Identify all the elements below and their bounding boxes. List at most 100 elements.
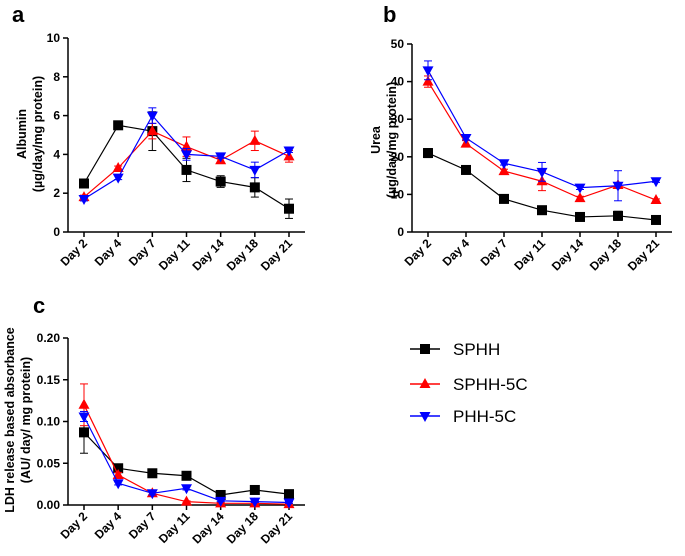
y-tick-label: 8 [53,70,60,84]
legend-label: SPHH [453,340,500,359]
y-tick-label: 30 [391,112,405,126]
data-point [461,164,471,175]
data-point [613,210,623,221]
data-point [112,173,124,184]
legend-marker [420,344,430,354]
data-point [498,159,510,170]
data-point [422,75,434,86]
data-point [249,134,261,145]
data-point [78,412,90,423]
x-tick-label: Day 4 [92,236,125,269]
x-tick-label: Day 18 [224,236,261,273]
y-axis-label: LDH release based absorbance [3,327,17,513]
data-point [249,165,261,176]
data-point [147,468,158,479]
y-tick-label: 0.00 [37,498,61,512]
data-point [460,134,472,144]
data-point [79,178,89,189]
x-tick-label: Day 14 [549,236,586,273]
data-point [536,167,548,178]
data-point [650,177,662,188]
data-point [78,195,90,206]
data-point [575,211,585,222]
data-point [215,152,227,163]
data-point [112,468,124,479]
data-point [181,470,192,481]
y-tick-label: 0 [397,225,404,239]
data-point [650,194,662,205]
series-phh-5c [422,60,662,202]
x-tick-label: Day 11 [511,236,548,273]
panel-letter: a [12,2,25,27]
x-tick-label: Day 21 [258,509,295,546]
data-point [283,498,295,509]
data-point [78,398,90,409]
x-tick-label: Day 11 [156,236,193,273]
data-point [146,111,158,122]
y-axis-label: (AU/ day/ mg protein) [19,357,33,483]
data-point [423,148,433,159]
series-sphh [423,148,661,225]
x-tick-label: Day 14 [190,509,227,546]
y-tick-label: 0.05 [37,456,61,470]
data-point [422,66,434,77]
data-point [249,497,261,508]
data-point [284,489,294,500]
data-point [112,479,124,490]
data-point [651,214,661,225]
data-point [112,161,124,172]
x-tick-label: Day 7 [478,236,511,269]
panel-letter: c [33,293,45,318]
panel-letter: b [383,2,396,27]
data-point [249,484,260,495]
x-tick-label: Day 18 [587,236,624,273]
data-point [113,463,124,474]
data-point [215,176,226,187]
y-tick-label: 2 [53,186,60,200]
data-point [574,192,586,203]
x-tick-label: Day 7 [126,509,159,542]
data-point [283,146,295,157]
y-axis-label: (µg/day/mg protein) [385,82,399,198]
y-axis-label: Urea [369,125,383,154]
data-point [146,489,158,500]
data-point [574,183,586,194]
legend-marker [419,378,431,388]
y-tick-label: 0 [53,225,60,239]
y-axis-label: (µg/day/mg protein) [31,76,45,192]
y-tick-label: 6 [53,109,60,123]
y-tick-label: 10 [391,187,405,201]
y-tick-label: 50 [391,37,405,51]
data-point [181,484,192,495]
series-sphh [79,410,294,500]
data-point [215,496,227,507]
data-point [498,165,510,176]
y-tick-label: 40 [391,75,405,89]
series-sphh [79,111,294,219]
x-tick-label: Day 2 [58,236,91,269]
y-axis-label: Albumin [15,109,29,159]
data-point [284,203,294,214]
x-tick-label: Day 7 [126,236,159,269]
y-tick-label: 10 [47,31,61,45]
data-point [79,427,89,438]
data-point [181,164,192,175]
data-point [537,205,547,216]
x-tick-label: Day 18 [224,509,261,546]
data-point [612,181,624,192]
legend-label: SPHH-5C [453,375,528,394]
x-tick-label: Day 14 [190,236,227,273]
legend-item: PHH-5C [410,407,516,426]
legend-label: PHH-5C [453,407,516,426]
legend: SPHH SPHH-5C PHH-5C [410,340,528,426]
legend-item: SPHH [410,340,500,359]
data-point [146,125,158,136]
data-point [181,150,192,161]
data-point [499,193,509,204]
x-tick-label: Day 2 [402,236,435,269]
series-phh-5c [78,107,295,206]
legend-marker [419,412,431,422]
